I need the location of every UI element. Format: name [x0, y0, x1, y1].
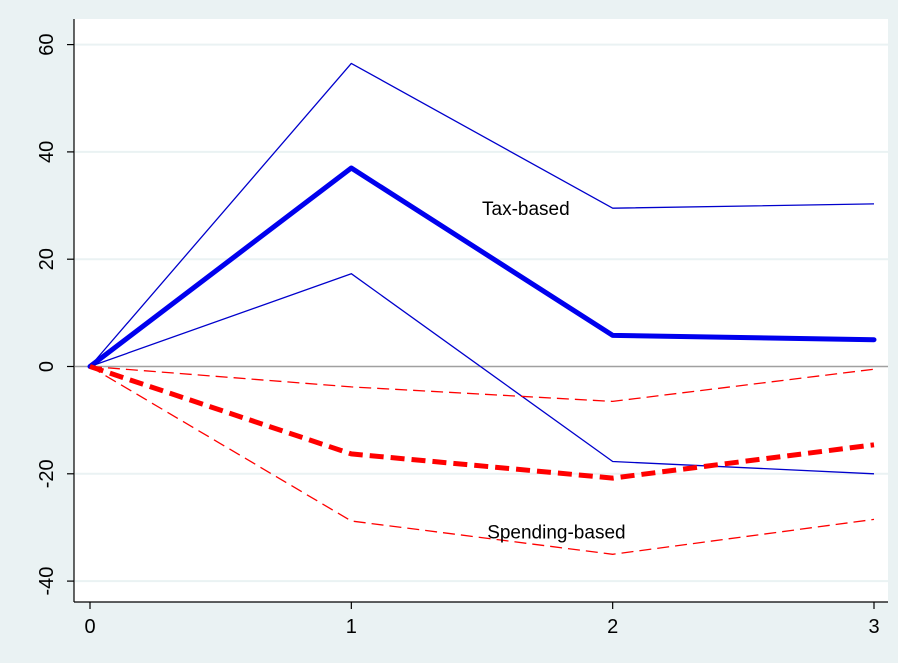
plot-area	[74, 19, 888, 602]
gridlines	[75, 43, 888, 583]
spending-based-label: Spending-based	[487, 523, 625, 544]
y-tick-label: 0	[36, 361, 58, 372]
tax-based-label: Tax-based	[482, 199, 570, 220]
spending-based-upper-line	[89, 365, 875, 403]
series-lines	[87, 62, 877, 555]
annotations: Tax-based Spending-based	[482, 199, 626, 544]
x-tick-label: 0	[84, 616, 95, 638]
axes	[73, 19, 888, 603]
x-tick-label: 3	[868, 616, 879, 638]
x-tick-label: 2	[607, 616, 618, 638]
x-axis-ticks: 0 1 2 3	[84, 602, 880, 638]
y-tick-label: -40	[36, 567, 58, 596]
y-axis-ticks: -40 -20 0 20 40 60	[36, 33, 74, 596]
y-tick-label: 60	[36, 33, 58, 55]
tax-based-point-line	[87, 165, 877, 369]
y-tick-label: 40	[36, 141, 58, 163]
tax-based-upper-line	[89, 62, 875, 367]
y-tick-label: -20	[36, 459, 58, 488]
spending-based-lower-line	[89, 365, 875, 555]
y-tick-label: 20	[36, 248, 58, 270]
spending-based-point-line	[89, 364, 875, 481]
tax-based-lower-line	[89, 273, 875, 475]
x-tick-label: 1	[346, 616, 357, 638]
